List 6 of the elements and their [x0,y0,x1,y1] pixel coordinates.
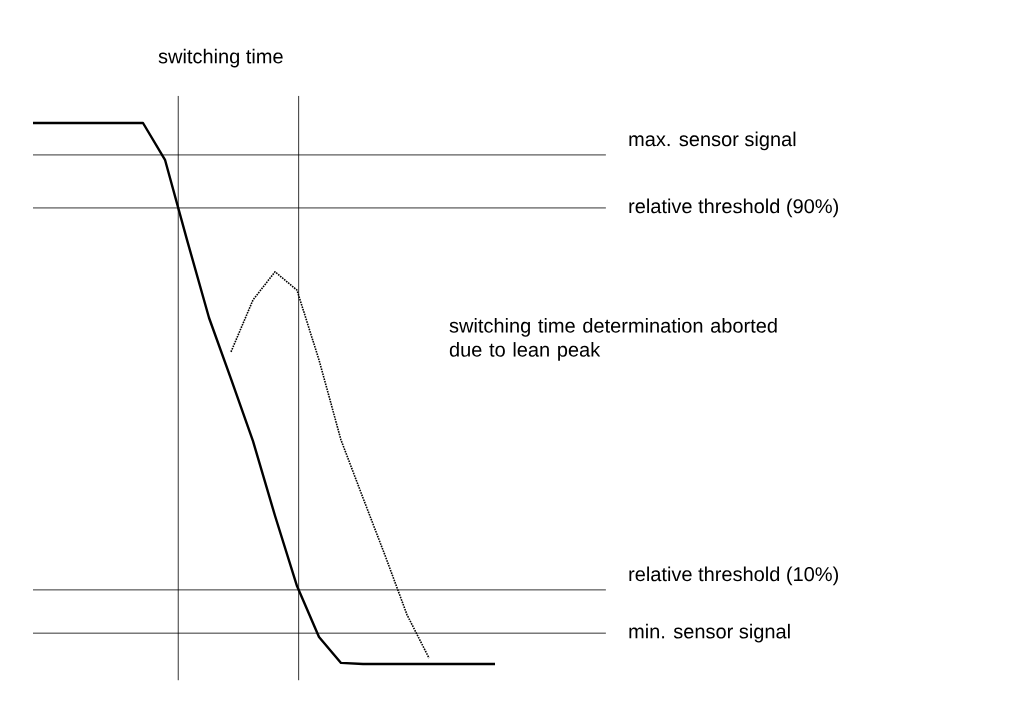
ref-line-label: max. sensor signal [629,131,796,151]
annotation: switching time determination aborted due to lean peak [449,318,777,361]
ref-line-label: relative threshold (10%) [629,566,839,586]
ref-line-label: relative threshold (90%) [629,198,839,218]
text: switching time [158,48,283,68]
ref-line-label: min. sensor signal [629,623,790,643]
